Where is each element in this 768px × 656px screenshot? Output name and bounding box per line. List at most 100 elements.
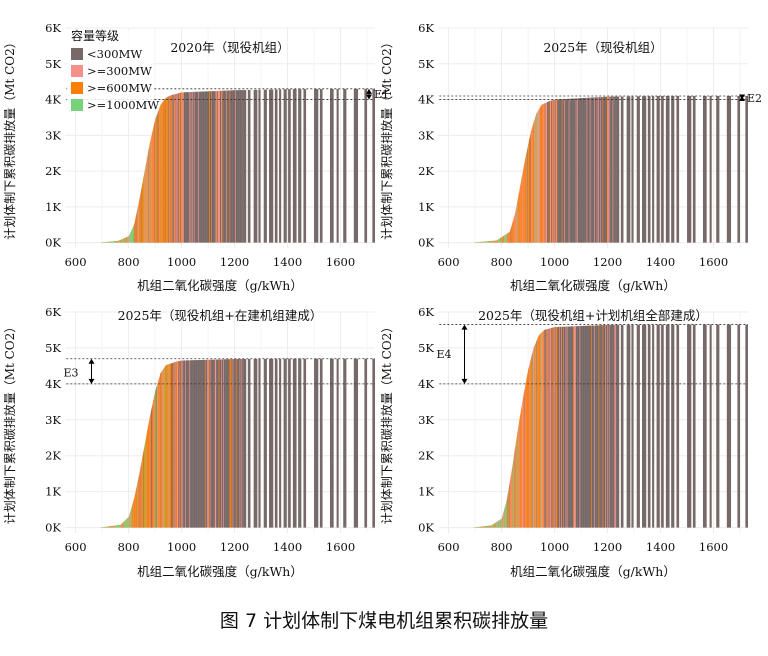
emission-bar <box>550 100 552 243</box>
emission-bar <box>186 360 188 528</box>
emission-bar <box>176 361 177 528</box>
emission-bar <box>167 364 169 528</box>
emission-bar <box>172 362 174 528</box>
emission-bar <box>129 233 131 243</box>
emission-bar <box>550 100 552 243</box>
emission-bar <box>176 361 177 528</box>
emission-bar <box>702 95 707 243</box>
emission-bar <box>110 526 112 528</box>
emission-bar <box>225 90 227 243</box>
emission-bar <box>156 385 158 528</box>
emission-bar <box>183 360 185 528</box>
emission-bar <box>490 525 492 528</box>
y-tick-label: 5K <box>418 341 434 355</box>
emission-bar <box>104 526 106 528</box>
emission-bar <box>550 328 551 528</box>
emission-bar <box>239 90 240 243</box>
emission-bar <box>491 240 493 243</box>
emission-bar <box>178 361 180 528</box>
emission-bar <box>231 359 233 528</box>
emission-bar <box>239 359 240 528</box>
emission-bar <box>502 513 504 528</box>
emission-bar <box>136 484 138 528</box>
emission-bar <box>168 96 170 243</box>
emission-bar <box>540 333 542 528</box>
emission-bar <box>105 526 107 528</box>
x-tick-label: 1000 <box>167 540 196 554</box>
emission-bar <box>364 88 368 243</box>
emission-bar <box>107 526 109 528</box>
emission-bar <box>169 363 170 528</box>
emission-bar <box>484 241 485 243</box>
emission-bar <box>140 191 142 243</box>
emission-bar <box>120 524 122 528</box>
emission-bar <box>496 240 498 243</box>
emission-bar <box>132 227 134 243</box>
difference-label: E2 <box>747 92 762 105</box>
emission-bar <box>148 421 150 528</box>
bars-group <box>472 324 748 528</box>
emission-bar <box>525 156 527 243</box>
emission-bar <box>578 326 580 528</box>
y-tick-label: 5K <box>45 341 61 355</box>
emission-bar <box>613 96 615 243</box>
emission-bar <box>614 324 616 528</box>
emission-bar <box>238 90 240 243</box>
emission-bar <box>205 359 207 528</box>
emission-bar <box>175 94 176 243</box>
emission-bar <box>532 350 534 528</box>
emission-bar <box>568 326 569 528</box>
emission-bar <box>529 139 530 243</box>
emission-bar <box>119 524 121 528</box>
emission-bar <box>481 241 482 243</box>
emission-bar <box>542 331 543 528</box>
emission-bar <box>510 474 512 528</box>
emission-bar <box>534 119 536 243</box>
emission-bar <box>170 363 171 528</box>
emission-bar <box>600 97 602 243</box>
emission-bar <box>180 92 182 243</box>
emission-bar <box>716 95 720 243</box>
emission-bar <box>495 240 497 243</box>
emission-bar <box>481 241 483 243</box>
emission-bar <box>274 89 278 243</box>
emission-bar <box>138 202 140 243</box>
emission-bar <box>569 326 571 528</box>
emission-bar <box>573 326 575 528</box>
emission-bar <box>169 95 171 243</box>
emission-bar <box>479 242 481 243</box>
emission-bar <box>548 101 550 243</box>
emission-bar <box>158 108 160 243</box>
emission-bar <box>105 242 106 243</box>
emission-bar <box>494 240 495 243</box>
emission-bar <box>131 230 132 243</box>
emission-bar <box>174 362 176 528</box>
emission-bar <box>156 114 158 243</box>
emission-bar <box>531 127 533 243</box>
emission-bar <box>177 93 179 243</box>
emission-bar <box>110 241 112 243</box>
emission-bar <box>532 126 533 243</box>
emission-bar <box>602 325 604 528</box>
emission-bar <box>496 521 498 528</box>
emission-bar <box>501 518 503 528</box>
emission-bar <box>107 526 108 528</box>
emission-bar <box>518 192 520 243</box>
emission-bar <box>176 93 177 243</box>
emission-bar <box>547 328 549 528</box>
emission-bar <box>522 398 524 528</box>
emission-bar <box>150 138 152 243</box>
emission-bar <box>112 241 113 243</box>
emission-bar <box>564 326 566 528</box>
emission-bar <box>510 227 512 243</box>
emission-bar <box>488 241 490 243</box>
emission-bar <box>486 241 488 243</box>
emission-bar <box>485 526 486 528</box>
emission-bar <box>123 521 125 528</box>
emission-bar <box>553 327 555 528</box>
emission-bar <box>557 99 559 243</box>
emission-bar <box>543 104 544 243</box>
emission-bar <box>180 360 182 528</box>
emission-bar <box>609 324 611 528</box>
emission-bar <box>219 359 221 528</box>
